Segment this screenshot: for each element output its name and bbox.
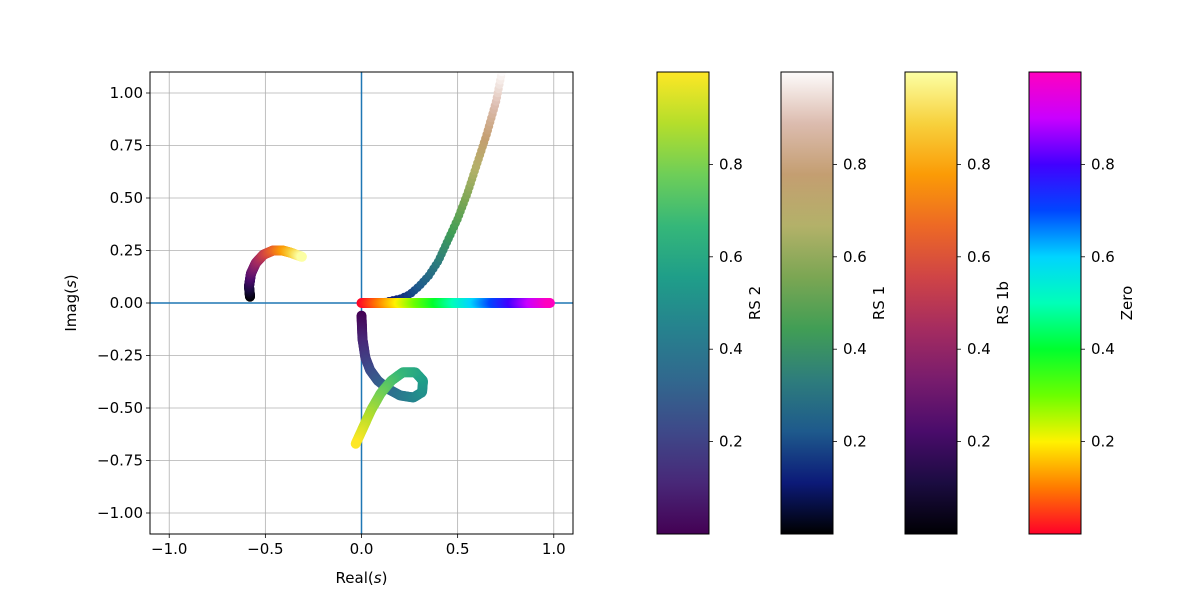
scatter-point <box>296 251 307 262</box>
colorbar-tick-label: 0.6 <box>719 248 743 266</box>
y-tick-label: 0.75 <box>110 137 143 155</box>
colorbar-tick-label: 0.8 <box>1091 155 1115 173</box>
colorbar-tick-label: 0.4 <box>719 340 743 358</box>
colorbar-gradient <box>780 71 834 535</box>
y-axis-label: Imag(s) <box>62 274 80 331</box>
colorbar-label: Zero <box>1118 286 1136 321</box>
colorbar-tick-label: 0.8 <box>967 155 991 173</box>
colorbar-gradient <box>656 71 710 535</box>
y-tick-label: 1.00 <box>110 84 143 102</box>
colorbar-tick-label: 0.4 <box>843 340 867 358</box>
axis-ticks: −1.0 −0.5 0.0 0.5 1.0 −1.00 −0.75 −0.50 −0.25 0.0… <box>97 84 566 558</box>
scatter-point <box>350 438 361 449</box>
colorbar-tick-label: 0.2 <box>1091 433 1115 451</box>
colorbar-label: RS 1 <box>870 286 888 320</box>
colorbars: 0.20.40.60.8RS 20.20.40.60.8RS 10.20.40.… <box>656 71 1136 535</box>
y-tick-label: −0.50 <box>97 399 143 417</box>
colorbar-zero: 0.2 0.4 0.6 0.8 Zero <box>1028 71 1136 535</box>
x-tick-label: −1.0 <box>151 540 187 558</box>
colorbar-tick-label: 0.2 <box>843 433 867 451</box>
colorbar-tick-label: 0.6 <box>843 248 867 266</box>
x-tick-label: 0.0 <box>350 540 374 558</box>
y-tick-label: −0.75 <box>97 452 143 470</box>
y-tick-label: 0.25 <box>110 242 143 260</box>
colorbar-tick-label: 0.6 <box>967 248 991 266</box>
x-axis-label: Real(s) <box>336 569 388 587</box>
scatter-point <box>544 298 555 308</box>
colorbar-tick-label: 0.2 <box>719 433 743 451</box>
scatter-points <box>244 72 555 449</box>
colorbar-tick-label: 0.8 <box>719 155 743 173</box>
colorbar-tick-label: 0.4 <box>967 340 991 358</box>
colorbar-tick-label: 0.2 <box>967 433 991 451</box>
y-tick-label: 0.00 <box>110 294 143 312</box>
colorbar-label: RS 1b <box>994 281 1012 325</box>
colorbar-tick-label: 0.6 <box>1091 248 1115 266</box>
x-tick-label: 1.0 <box>542 540 566 558</box>
colorbar-label: RS 2 <box>746 286 764 320</box>
colorbar-rs-1: 0.2 0.4 0.6 0.8 RS 1 <box>780 71 888 535</box>
x-tick-label: 0.5 <box>446 540 470 558</box>
y-tick-label: −1.00 <box>97 504 143 522</box>
colorbar-rs-2: 0.2 0.4 0.6 0.8 RS 2 <box>656 71 764 535</box>
colorbar-rs-1b: 0.2 0.4 0.6 0.8 RS 1b <box>904 71 1012 535</box>
colorbar-gradient <box>904 71 958 535</box>
colorbar-gradient <box>1028 71 1082 535</box>
colorbar-tick-label: 0.4 <box>1091 340 1115 358</box>
main-plot: −1.0 −0.5 0.0 0.5 1.0 −1.00 −0.75 −0.50 −0.25 0.0… <box>62 71 574 587</box>
y-tick-label: 0.50 <box>110 189 143 207</box>
y-tick-label: −0.25 <box>97 347 143 365</box>
colorbar-tick-label: 0.8 <box>843 155 867 173</box>
x-tick-label: −0.5 <box>247 540 283 558</box>
scatter-point <box>497 72 507 77</box>
